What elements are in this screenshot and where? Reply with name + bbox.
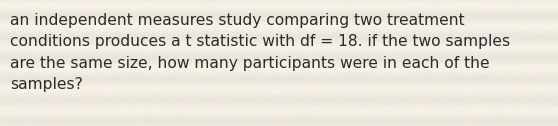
Text: an independent measures study comparing two treatment
conditions produces a t st: an independent measures study comparing … xyxy=(10,13,510,92)
